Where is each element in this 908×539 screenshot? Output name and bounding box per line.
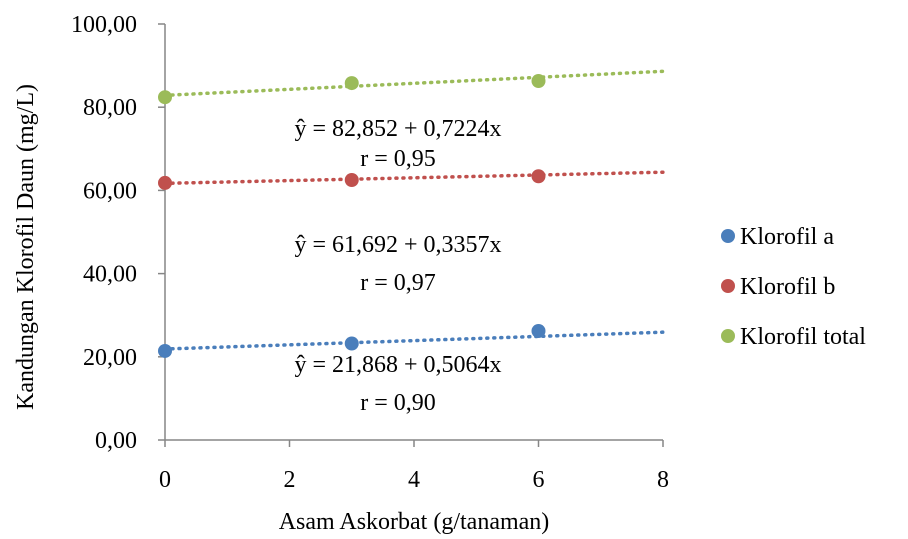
legend-marker [721,229,735,243]
r-label: r = 0,97 [360,270,436,296]
y-tick-label: 0,00 [95,428,137,454]
x-tick-label: 2 [284,467,296,493]
y-tick-label: 60,00 [83,178,137,204]
legend-label: Klorofil b [740,274,835,300]
trendline-0 [163,330,665,351]
legend-label: Klorofil a [740,224,834,250]
y-tick-label: 20,00 [83,345,137,371]
x-tick-label: 4 [408,467,420,493]
y-tick-label: 40,00 [83,262,137,288]
x-tick-label: 6 [533,467,545,493]
equation-label: ŷ = 82,852 + 0,7224x [294,116,501,142]
y-ticks: 0,00 20,00 40,00 60,00 80,00 100,00 [71,12,165,454]
trendline-2 [163,69,665,98]
y-tick-label: 100,00 [71,12,137,38]
x-tick-label: 0 [159,467,171,493]
data-point [531,73,546,88]
data-point [531,169,546,184]
legend-marker [721,329,735,343]
data-point [158,343,172,358]
equation-label: ŷ = 21,868 + 0,5064x [294,352,501,378]
data-point [344,76,359,91]
data-point [344,336,359,351]
annotations: ŷ = 21,868 + 0,5064x r = 0,90 ŷ = 61,692 +… [294,116,501,416]
legend-marker [721,279,735,293]
r-label: r = 0,90 [360,390,436,416]
data-points [158,73,546,358]
data-point [344,173,359,187]
trendlines [163,69,665,351]
y-axis-title: Kandungan Klorofil Daun (mg/L) [13,84,39,410]
x-ticks: 0 2 4 6 8 [159,440,669,493]
data-point [531,324,546,339]
data-point [158,175,172,190]
trendline-1 [163,170,665,186]
y-tick-label: 80,00 [83,95,137,121]
x-tick-label: 8 [657,467,669,493]
legend: Klorofil a Klorofil b Klorofil total [721,224,866,350]
x-axis-title: Asam Askorbat (g/tanaman) [279,509,550,535]
data-point [158,90,172,105]
legend-label: Klorofil total [740,324,866,350]
r-label: r = 0,95 [360,146,436,172]
equation-label: ŷ = 61,692 + 0,3357x [294,232,501,258]
